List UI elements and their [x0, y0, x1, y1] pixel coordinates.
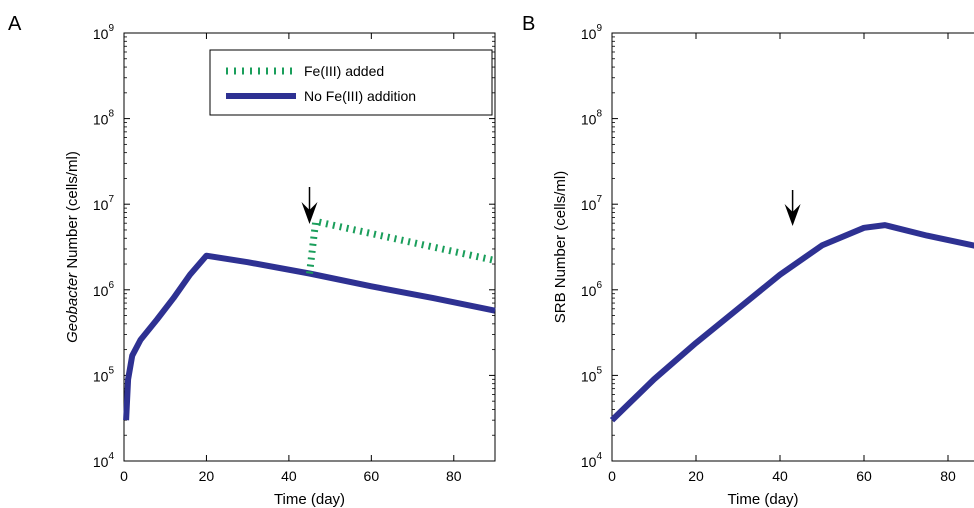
legend: Fe(III) added No Fe(III) addition: [209, 49, 493, 116]
chart-a: 104 105 106 107 108 109 0 20 40 60 80 Time (day) Geo…: [64, 23, 496, 508]
chart-b: 104 105 106 107 108 109 0 20 40 60 80 Time (day) SRB…: [552, 23, 974, 508]
x-axis-label-a: Time (day): [274, 491, 345, 508]
plot-frame-a: [123, 32, 496, 462]
y-axis-label-a: Geobacter Number (cells/ml): [64, 151, 81, 343]
series-line-a-1: [306, 217, 496, 274]
x-tick-label-a-1: 20: [199, 468, 215, 484]
plot-frame-b: [611, 32, 974, 462]
x-tick-label-a-4: 80: [446, 468, 462, 484]
arrow-head-a: [301, 202, 318, 224]
y-tick-label-a-3: 107: [93, 194, 115, 213]
y-tick-label-a-2: 106: [93, 280, 115, 299]
y-tick-label-b-0: 104: [581, 451, 603, 470]
panel-letter-a: A: [8, 13, 22, 35]
y-tick-label-a-1: 105: [93, 365, 115, 384]
x-tick-label-b-0: 0: [608, 468, 616, 484]
x-axis-label-b: Time (day): [727, 491, 798, 508]
x-tick-label-b-1: 20: [688, 468, 704, 484]
y-tick-label-b-5: 109: [581, 23, 603, 42]
x-tick-label-a-0: 0: [120, 468, 128, 484]
x-tick-label-b-2: 40: [772, 468, 788, 484]
x-tick-label-b-4: 80: [940, 468, 956, 484]
y-tick-label-a-0: 104: [93, 451, 115, 470]
x-tick-label-b-3: 60: [856, 468, 872, 484]
y-tick-label-b-4: 108: [581, 109, 603, 128]
y-tick-label-b-3: 107: [581, 194, 603, 213]
y-tick-label-a-5: 109: [93, 23, 115, 42]
arrow-head-b: [784, 204, 801, 226]
series-line-a-0: [123, 252, 496, 421]
y-axis-label-b: SRB Number (cells/ml): [552, 171, 569, 324]
x-tick-label-a-3: 60: [364, 468, 380, 484]
series-line-b-0: [609, 222, 974, 423]
legend-box: [209, 49, 493, 116]
x-tick-label-a-2: 40: [281, 468, 297, 484]
legend-label-fe-added: Fe(III) added: [304, 63, 384, 79]
panel-letter-b: B: [522, 13, 535, 35]
legend-label-no-fe: No Fe(III) addition: [304, 88, 416, 104]
y-tick-label-b-2: 106: [581, 280, 603, 299]
y-tick-label-a-4: 108: [93, 109, 115, 128]
y-tick-label-b-1: 105: [581, 365, 603, 384]
